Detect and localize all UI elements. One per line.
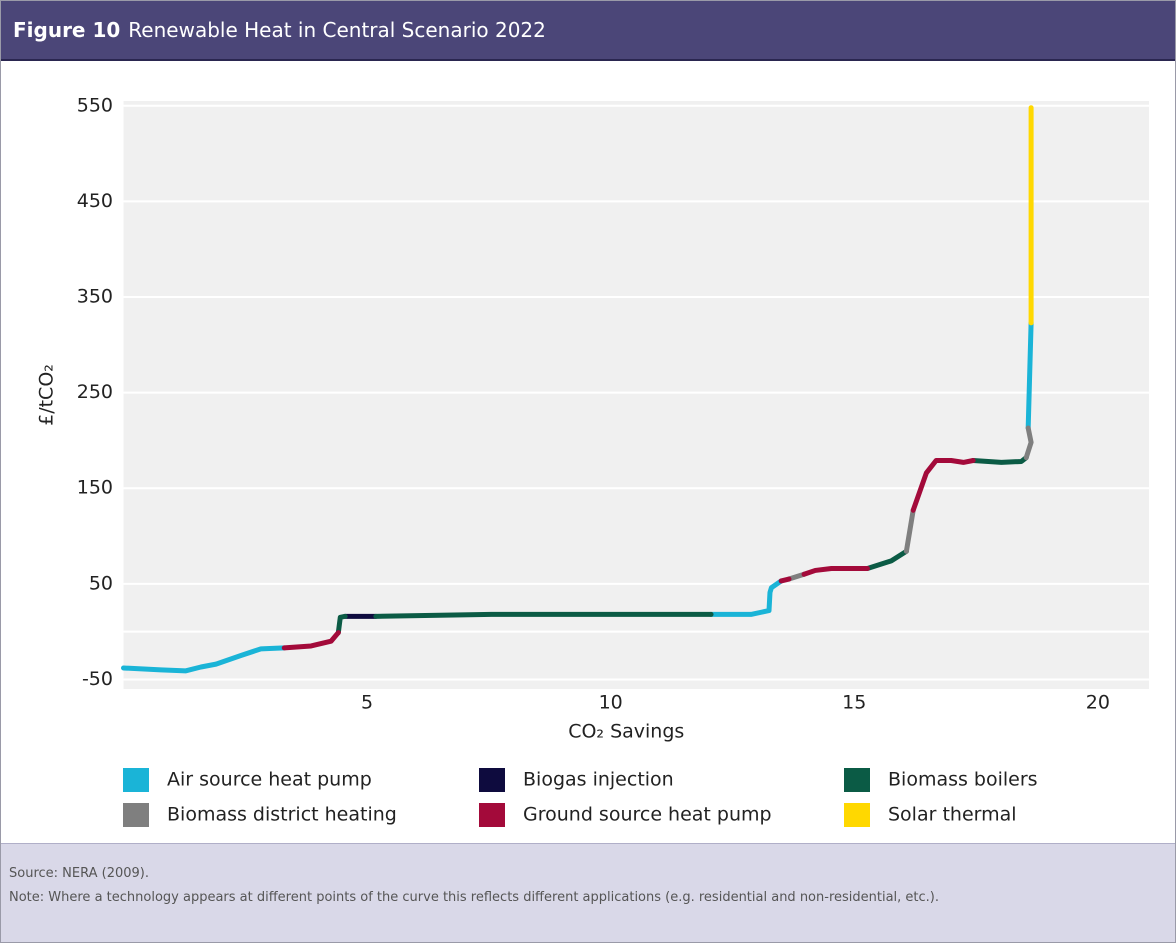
- legend-swatch: [844, 768, 870, 792]
- y-tick-label: 150: [77, 477, 113, 499]
- y-tick-label: 550: [77, 94, 113, 116]
- chart: -50 50 150 250 350 450 550 5 10 15 20 CO₂ Savings £/…: [36, 94, 1149, 827]
- y-axis-label: £/tCO₂: [36, 364, 58, 426]
- header: Figure 10 Renewable Heat in Central Scen…: [1, 1, 1175, 61]
- legend-label: Biogas injection: [523, 769, 674, 791]
- curve-segment: [335, 455, 1029, 636]
- source: Source: NERA (2009).: [9, 866, 149, 881]
- x-tick-label: 10: [599, 692, 623, 714]
- legend-swatch: [844, 803, 870, 827]
- legend-swatch: [123, 803, 149, 827]
- legend-swatch: [123, 768, 149, 792]
- legend-swatch: [479, 768, 505, 792]
- figure-label: Figure 10: [13, 18, 121, 42]
- footer: Source: NERA (2009). Note: Where a techn…: [1, 843, 1175, 942]
- note: Note: Where a technology appears at diff…: [9, 890, 940, 905]
- legend-label: Biomass boilers: [888, 769, 1038, 791]
- legend-label: Air source heat pump: [167, 769, 372, 791]
- legend-label: Ground source heat pump: [523, 804, 772, 826]
- x-tick-label: 15: [842, 692, 866, 714]
- y-tick-label: 350: [77, 286, 113, 308]
- x-axis-label: CO₂ Savings: [568, 721, 684, 743]
- legend-label: Biomass district heating: [167, 804, 397, 826]
- chart-title: Renewable Heat in Central Scenario 2022: [128, 18, 546, 42]
- plot-area: [123, 101, 1149, 689]
- y-tick-label: 50: [89, 572, 113, 594]
- curve-segment: [786, 425, 1034, 582]
- x-tick-label: 5: [361, 692, 373, 714]
- y-tick-label: -50: [82, 668, 113, 690]
- legend-swatch: [479, 803, 505, 827]
- curve-segment: [281, 457, 976, 651]
- y-tick-label: 250: [77, 381, 113, 403]
- curve-segment: [121, 320, 1034, 674]
- x-tick-label: 20: [1086, 692, 1110, 714]
- y-tick-label: 450: [77, 190, 113, 212]
- legend-label: Solar thermal: [888, 804, 1017, 826]
